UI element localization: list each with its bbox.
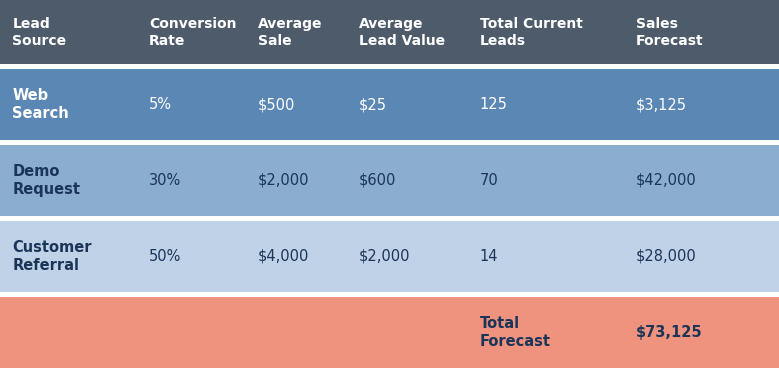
Bar	[0, 69, 779, 140]
Text: Average
Sale: Average Sale	[258, 17, 323, 47]
Text: $28,000: $28,000	[636, 249, 696, 264]
Text: 125: 125	[480, 97, 508, 112]
Text: Average
Lead Value: Average Lead Value	[359, 17, 446, 47]
Text: $2,000: $2,000	[359, 249, 411, 264]
Text: 14: 14	[480, 249, 499, 264]
Text: $42,000: $42,000	[636, 173, 696, 188]
Text: Customer
Referral: Customer Referral	[12, 240, 92, 273]
Text: Web
Search: Web Search	[12, 88, 69, 121]
Text: Total Current
Leads: Total Current Leads	[480, 17, 583, 47]
Text: Conversion
Rate: Conversion Rate	[149, 17, 236, 47]
Text: Lead
Source: Lead Source	[12, 17, 66, 47]
Text: $500: $500	[258, 97, 295, 112]
Text: $73,125: $73,125	[636, 325, 703, 340]
Text: Demo
Request: Demo Request	[12, 164, 80, 197]
Bar	[0, 297, 779, 368]
Text: $600: $600	[359, 173, 397, 188]
Bar	[0, 145, 779, 216]
Text: $3,125: $3,125	[636, 97, 686, 112]
Text: $2,000: $2,000	[258, 173, 309, 188]
Text: 30%: 30%	[149, 173, 181, 188]
Text: $25: $25	[359, 97, 387, 112]
Text: Sales
Forecast: Sales Forecast	[636, 17, 703, 47]
Text: $4,000: $4,000	[258, 249, 309, 264]
Text: 50%: 50%	[149, 249, 182, 264]
Text: 5%: 5%	[149, 97, 172, 112]
Bar	[0, 221, 779, 292]
Text: 70: 70	[480, 173, 499, 188]
Text: Total
Forecast: Total Forecast	[480, 316, 551, 349]
Bar	[0, 0, 779, 64]
